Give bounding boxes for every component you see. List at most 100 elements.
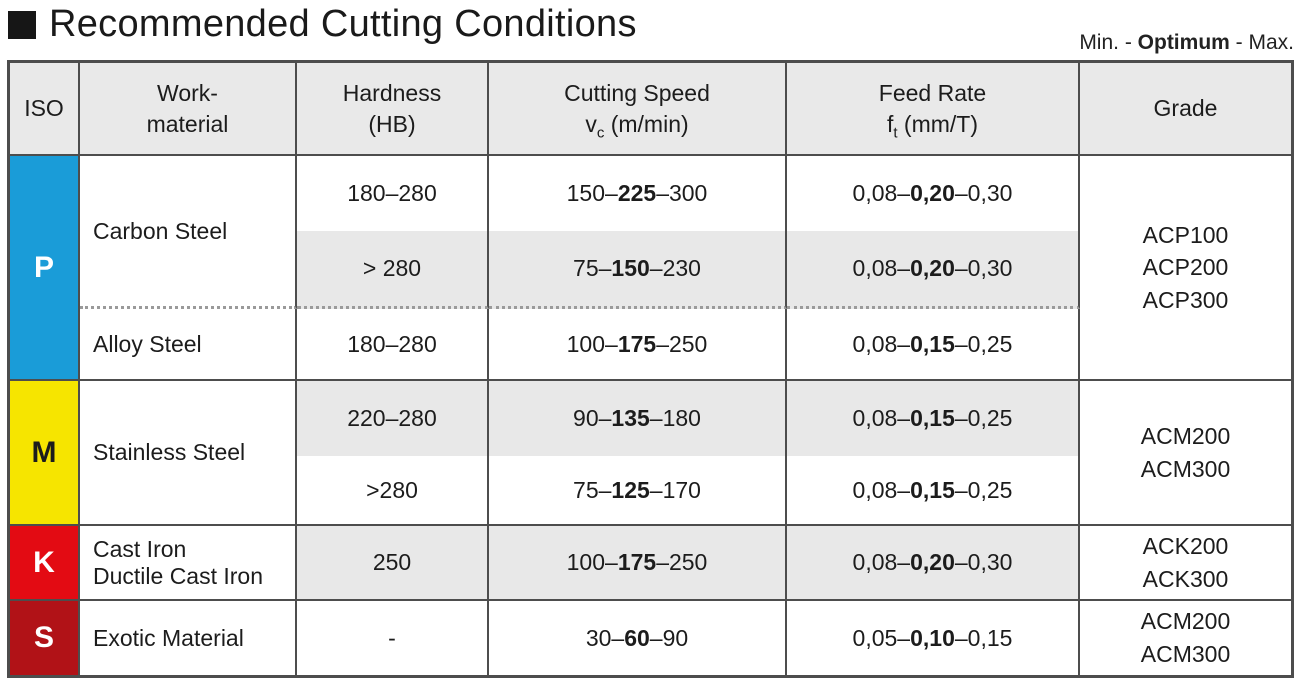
header-grade-label: Grade	[1153, 95, 1218, 122]
cell-hardness-r2: > 280	[297, 231, 489, 309]
page-title: Recommended Cutting Conditions	[49, 3, 637, 45]
cell-iso-k: K	[10, 526, 80, 601]
feed-optimum: 0,10	[910, 624, 955, 651]
cell-speed-r5: 75– 125 –170	[489, 456, 787, 526]
cell-material-alloy-steel: Alloy Steel	[80, 309, 297, 381]
legend-optimum: Optimum	[1137, 31, 1230, 54]
speed-optimum: 150	[611, 255, 650, 281]
feed-max: –0,30	[954, 180, 1013, 206]
cell-feed-r6: 0,08– 0,20 –0,30	[787, 526, 1080, 601]
speed-max: –90	[649, 624, 689, 651]
cell-speed-r6: 100– 175 –250	[489, 526, 787, 601]
cell-hardness-r5: >280	[297, 456, 489, 526]
feed-max: –0,25	[954, 330, 1013, 357]
cell-grade-m: ACM200 ACM300	[1080, 381, 1291, 526]
cutting-conditions-table: ISO Work- material Hardness (HB) Cutting…	[7, 60, 1294, 678]
feed-optimum: 0,20	[910, 549, 955, 575]
feed-optimum: 0,20	[910, 180, 955, 206]
feed-rate-symbol-sub: t	[893, 124, 898, 142]
feed-max: –0,30	[954, 255, 1013, 281]
feed-optimum: 0,20	[910, 255, 955, 281]
header-cell-cutting-speed: Cutting Speed vc (m/min)	[489, 63, 787, 156]
feed-min: 0,08–	[852, 476, 911, 503]
speed-optimum: 60	[624, 624, 650, 651]
cell-feed-r1: 0,08– 0,20 –0,30	[787, 156, 1080, 231]
cell-feed-r7: 0,05– 0,10 –0,15	[787, 601, 1080, 675]
cell-iso-m: M	[10, 381, 80, 526]
feed-max: –0,30	[954, 549, 1013, 575]
feed-min: 0,08–	[852, 330, 911, 357]
speed-min: 30–	[585, 624, 625, 651]
feed-max: –0,25	[954, 405, 1013, 431]
speed-min: 150–	[566, 180, 618, 206]
cell-material-carbon-steel: Carbon Steel	[80, 156, 297, 309]
cell-speed-r3: 100– 175 –250	[489, 309, 787, 381]
legend: Min. - Optimum - Max.	[1079, 31, 1294, 55]
cell-feed-r5: 0,08– 0,15 –0,25	[787, 456, 1080, 526]
cutting-speed-symbol: v	[585, 110, 597, 137]
header-bar: Recommended Cutting Conditions Min. - Op…	[0, 0, 1301, 60]
feed-rate-symbol: f	[886, 110, 894, 137]
feed-max: –0,15	[954, 624, 1013, 651]
header-iso-label: ISO	[24, 95, 64, 122]
cutting-speed-symbol-sub: c	[596, 124, 605, 142]
feed-optimum: 0,15	[910, 330, 955, 357]
cell-material-exotic: Exotic Material	[80, 601, 297, 675]
cell-speed-r2: 75– 150 –230	[489, 231, 787, 309]
cutting-speed-symbol-line: vc (m/min)	[585, 109, 689, 142]
speed-min: 90–	[573, 405, 612, 431]
feed-min: 0,08–	[852, 405, 911, 431]
speed-max: –170	[649, 476, 701, 503]
cell-iso-p: P	[10, 156, 80, 381]
title-wrap: Recommended Cutting Conditions	[8, 3, 637, 46]
header-cell-work-material: Work- material	[80, 63, 297, 156]
feed-min: 0,08–	[852, 255, 911, 281]
feed-min: 0,05–	[852, 624, 911, 651]
speed-max: –300	[656, 180, 708, 206]
speed-max: –250	[656, 549, 708, 575]
feed-max: –0,25	[954, 476, 1013, 503]
cell-speed-r4: 90– 135 –180	[489, 381, 787, 456]
cell-hardness-r4: 220–280	[297, 381, 489, 456]
cutting-speed-title: Cutting Speed	[564, 80, 710, 107]
speed-min: 100–	[566, 549, 618, 575]
cell-material-stainless-steel: Stainless Steel	[80, 381, 297, 526]
speed-max: –230	[649, 255, 701, 281]
speed-optimum: 175	[617, 549, 657, 575]
cell-iso-s: S	[10, 601, 80, 675]
cell-grade-s: ACM200 ACM300	[1140, 608, 1231, 667]
cell-hardness-r3: 180–280	[297, 309, 489, 381]
feed-rate-title: Feed Rate	[878, 80, 987, 107]
speed-min: 75–	[573, 476, 612, 503]
cell-speed-r7: 30– 60 –90	[489, 601, 787, 675]
cell-hardness-r6: 250	[297, 526, 489, 601]
feed-min: 0,08–	[852, 180, 911, 206]
cell-grade-k: ACK200 ACK300	[1080, 526, 1291, 601]
speed-optimum: 225	[617, 180, 657, 206]
cell-hardness-r1: 180–280	[297, 156, 489, 231]
speed-min: 75–	[573, 255, 612, 281]
header-cell-feed-rate: Feed Rate ft (mm/T)	[787, 63, 1080, 156]
cell-feed-r2: 0,08– 0,20 –0,30	[787, 231, 1080, 309]
legend-min: Min. -	[1079, 31, 1138, 54]
speed-min: 100–	[566, 330, 618, 357]
cell-grade-p: ACP100 ACP200 ACP300	[1080, 156, 1291, 381]
feed-min: 0,08–	[852, 549, 911, 575]
legend-max: - Max.	[1229, 31, 1294, 54]
cell-material-cast-iron: Cast Iron Ductile Cast Iron	[80, 526, 297, 601]
speed-optimum: 175	[617, 330, 657, 357]
cutting-speed-unit: (m/min)	[604, 110, 689, 137]
header-cell-iso: ISO	[10, 63, 80, 156]
cell-feed-r3: 0,08– 0,15 –0,25	[787, 309, 1080, 381]
title-bullet-icon	[8, 10, 36, 39]
cell-feed-r4: 0,08– 0,15 –0,25	[787, 381, 1080, 456]
feed-rate-symbol-line: ft (mm/T)	[886, 109, 979, 142]
cell-speed-r1: 150– 225 –300	[489, 156, 787, 231]
feed-rate-unit: (mm/T)	[897, 110, 979, 137]
feed-optimum: 0,15	[910, 405, 955, 431]
speed-max: –250	[656, 330, 708, 357]
header-cell-grade: Grade	[1080, 63, 1291, 156]
speed-max: –180	[649, 405, 701, 431]
cell-hardness-r7: -	[297, 601, 489, 675]
